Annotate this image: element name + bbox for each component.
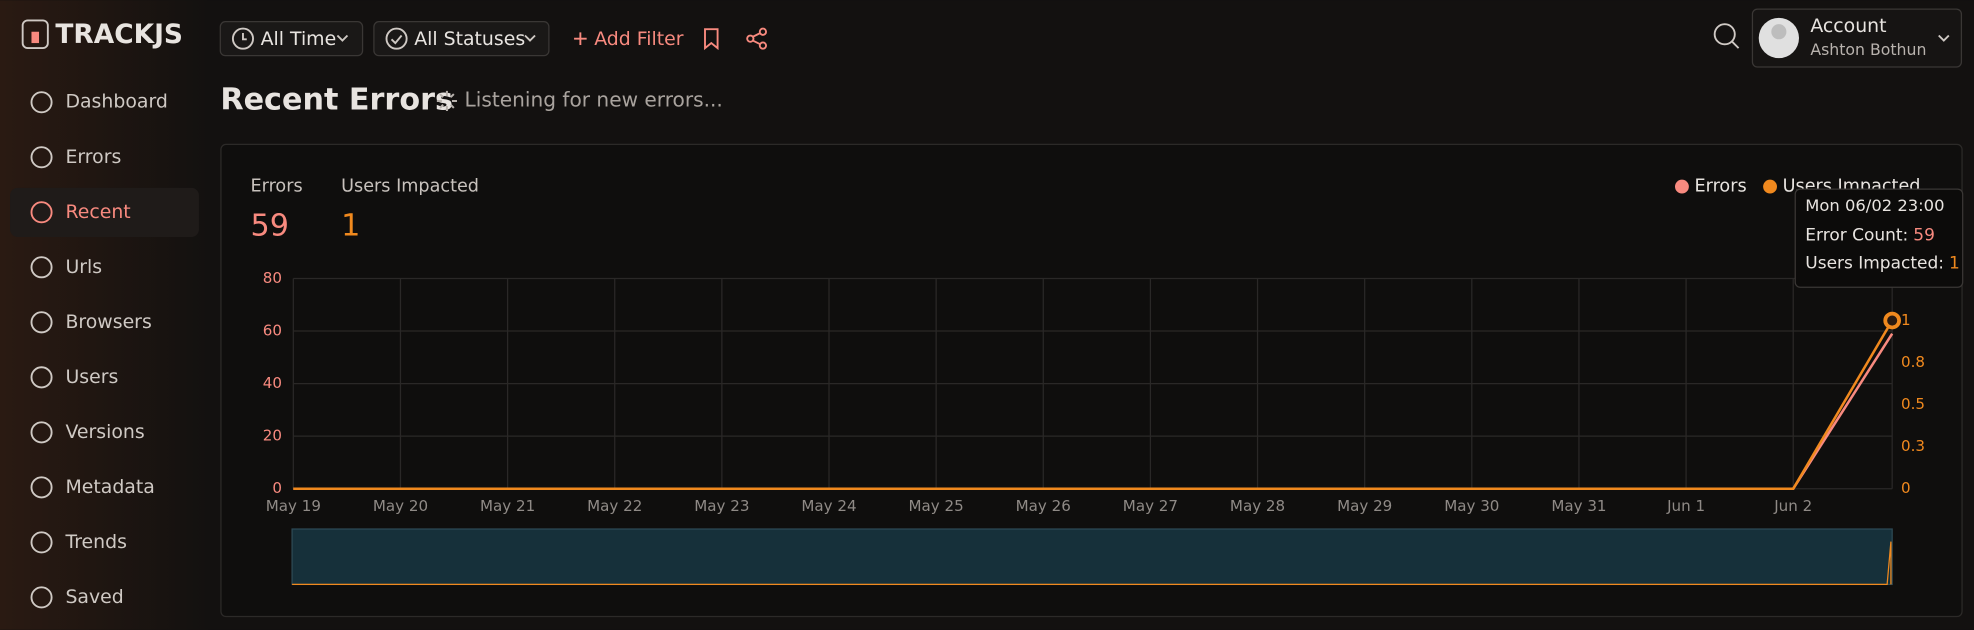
check-mark <box>390 34 403 45</box>
legend-swatch <box>1763 179 1777 194</box>
legend-swatch <box>1675 179 1689 194</box>
y-tick-label: 20 <box>263 427 282 445</box>
brand: TRACKJS <box>55 19 183 50</box>
account-name: Ashton Bothun <box>1810 40 1926 59</box>
y-tick-label: 40 <box>263 374 282 392</box>
nav-icon <box>30 311 53 334</box>
y-tick-label: 80 <box>263 269 282 287</box>
y-tick-label: 0 <box>272 479 282 497</box>
bookmark-button[interactable] <box>704 28 719 51</box>
clock-icon <box>231 27 254 50</box>
filter-label[interactable]: All Time <box>261 28 337 50</box>
x-tick-label: May 23 <box>694 497 749 515</box>
spinner <box>436 90 457 112</box>
clock-hands <box>242 32 247 41</box>
tooltip-value: 59 <box>1913 226 1935 246</box>
nav-item[interactable]: Metadata <box>65 476 154 498</box>
x-tick-label: May 22 <box>587 497 642 515</box>
nav-icon <box>30 256 53 279</box>
stat-label: Users Impacted <box>341 177 479 197</box>
x-tick-label: Jun 1 <box>1666 497 1705 515</box>
x-tick-label: May 31 <box>1551 497 1606 515</box>
y2-tick-label: 0.3 <box>1901 437 1925 455</box>
page-title: Recent Errors <box>220 82 453 117</box>
logo-mark <box>31 31 40 44</box>
search-handle <box>1731 41 1740 49</box>
nav-icon <box>30 586 53 609</box>
chart: 0 20 40 60 80 0 0.3 0.5 0.8 1 May 19 May 20 May 21 Ma… <box>263 177 1925 515</box>
highlight-point <box>1883 311 1901 330</box>
x-tick-label: May 29 <box>1337 497 1392 515</box>
x-tick-label: May 26 <box>1016 497 1071 515</box>
tooltip: Mon 06/02 23:00 Error Count: 59 Users Impac… <box>1794 188 1964 288</box>
stat-value: 59 <box>251 208 289 243</box>
plus-icon <box>574 32 587 45</box>
chevron <box>524 34 536 42</box>
nav-item[interactable]: Trends <box>64 531 126 553</box>
nav-icon <box>30 91 53 114</box>
avatar-head <box>1771 24 1787 40</box>
nav-icon <box>30 421 53 444</box>
tooltip-value: 1 <box>1949 253 1960 273</box>
status: Listening for new errors... <box>465 87 723 111</box>
nav-item[interactable]: Browsers <box>65 311 151 333</box>
tooltip-title: Mon 06/02 23:00 <box>1805 196 1944 215</box>
x-tick-label: May 30 <box>1444 497 1499 515</box>
nav-icon <box>30 531 53 554</box>
series-line <box>293 319 1894 490</box>
stat-label: Errors <box>251 177 303 197</box>
logo-icon <box>21 19 49 50</box>
filter-button[interactable] <box>219 21 364 57</box>
filter-button[interactable] <box>373 21 550 57</box>
account-label: Account <box>1810 15 1886 37</box>
chart-panel <box>220 143 1963 618</box>
nav-icon <box>30 146 53 169</box>
nav-icon <box>30 201 53 224</box>
x-tick-label: May 21 <box>480 497 535 515</box>
add-filter[interactable]: Add Filter <box>594 28 684 50</box>
x-tick-label: May 25 <box>909 497 964 515</box>
nav-icon <box>30 366 53 389</box>
nav-item[interactable]: Errors <box>65 146 121 168</box>
x-tick-label: May 20 <box>373 497 428 515</box>
nav-item[interactable]: Users <box>65 366 118 388</box>
nav-item[interactable]: Versions <box>65 421 144 443</box>
nav-item[interactable]: Recent <box>65 201 130 223</box>
chevron <box>1938 34 1950 42</box>
y2-tick-label: 0 <box>1901 479 1911 497</box>
share-button[interactable] <box>746 27 768 50</box>
nav-active-bg <box>10 187 199 237</box>
tooltip-label: Users Impacted: <box>1805 253 1944 273</box>
tooltip-box <box>1794 188 1964 288</box>
x-tick-label: Jun 2 <box>1773 497 1812 515</box>
legend-label[interactable]: Errors <box>1695 177 1747 197</box>
check-icon <box>385 27 408 50</box>
range-navigator[interactable] <box>291 528 1893 586</box>
search-button[interactable] <box>1713 23 1736 46</box>
stat-value: 1 <box>341 208 360 243</box>
tooltip-label: Error Count: <box>1805 226 1908 246</box>
nav-item[interactable]: Urls <box>65 256 102 278</box>
chevron <box>336 34 349 42</box>
nav-item[interactable]: Saved <box>65 586 123 608</box>
x-tick-label: May 28 <box>1230 497 1285 515</box>
x-tick-label: May 19 <box>266 497 321 515</box>
x-tick-label: May 24 <box>801 497 856 515</box>
nav-icon <box>30 476 53 499</box>
filter-label[interactable]: All Statuses <box>414 28 525 50</box>
y-tick-label: 60 <box>263 322 282 340</box>
nav: Dashboard Errors Recent Urls Browsers Users Ve… <box>30 91 168 609</box>
navigator-line <box>292 541 1892 586</box>
account-menu[interactable] <box>1751 8 1963 68</box>
nav-item[interactable]: Dashboard <box>65 91 167 113</box>
y2-tick-label: 0.8 <box>1901 353 1925 371</box>
y2-tick-label: 1 <box>1901 311 1911 329</box>
x-tick-label: May 27 <box>1123 497 1178 515</box>
y2-tick-label: 0.5 <box>1901 395 1925 413</box>
